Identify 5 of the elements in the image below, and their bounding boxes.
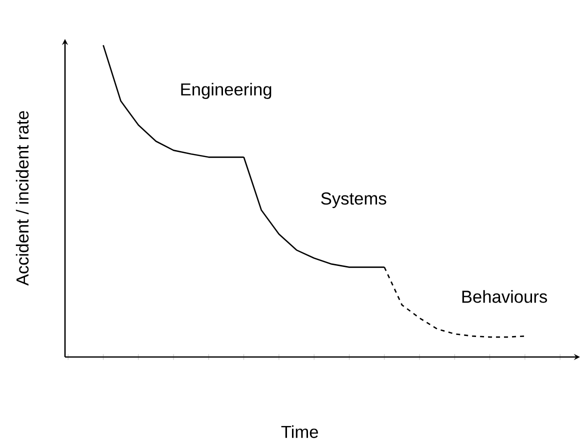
text: Engineering	[181, 82, 272, 99]
y-axis-title: Accident / incident rate	[16, 111, 29, 286]
series-label: Behaviours	[462, 290, 548, 303]
text: Systems	[321, 192, 386, 208]
x-axis-title: Time	[281, 425, 318, 438]
